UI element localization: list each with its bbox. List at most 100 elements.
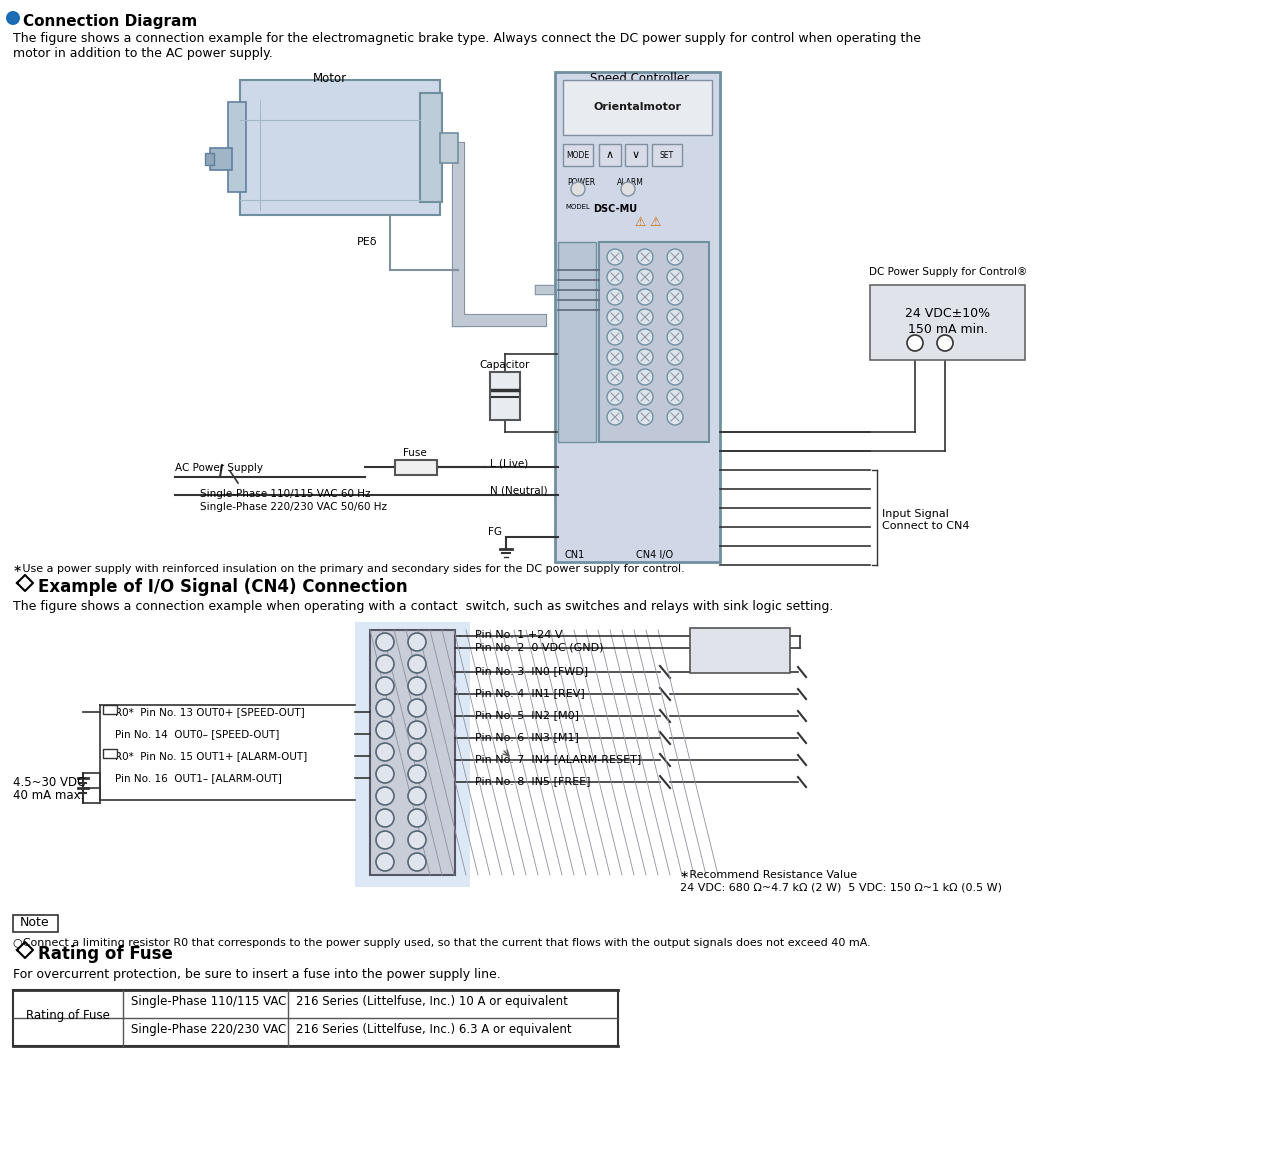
Text: Single-Phase 110/115 VAC: Single-Phase 110/115 VAC	[131, 996, 287, 1008]
Bar	[370, 630, 454, 875]
Bar	[370, 630, 454, 875]
Text: ⊐24 VDC±10%: ⊐24 VDC±10%	[695, 642, 785, 655]
Circle shape	[637, 329, 653, 345]
Circle shape	[376, 787, 394, 805]
Bar	[370, 630, 454, 875]
Text: R0*  Pin No. 15 OUT1+ [ALARM-OUT]: R0* Pin No. 15 OUT1+ [ALARM-OUT]	[115, 751, 307, 761]
Bar	[370, 630, 454, 875]
Bar	[870, 285, 1025, 361]
Circle shape	[637, 409, 653, 424]
Bar	[370, 630, 454, 875]
Circle shape	[667, 349, 684, 365]
Circle shape	[667, 388, 684, 405]
Bar	[652, 144, 682, 166]
Circle shape	[667, 409, 684, 424]
Circle shape	[607, 409, 623, 424]
Circle shape	[937, 335, 954, 351]
Bar	[205, 154, 214, 165]
Bar	[370, 630, 454, 875]
Text: ∗Recommend Resistance Value: ∗Recommend Resistance Value	[680, 870, 858, 880]
Circle shape	[667, 249, 684, 265]
Circle shape	[376, 655, 394, 673]
Text: Pin No. 5  IN2 [M0]: Pin No. 5 IN2 [M0]	[475, 709, 579, 720]
Bar	[370, 630, 454, 875]
Text: Fuse: Fuse	[403, 448, 426, 458]
Bar	[370, 630, 454, 875]
Bar	[370, 630, 454, 875]
Circle shape	[408, 832, 426, 849]
Text: Capacitor: Capacitor	[480, 361, 530, 370]
Text: motor in addition to the AC power supply.: motor in addition to the AC power supply…	[13, 47, 273, 60]
Bar	[355, 622, 470, 887]
Text: ⚠ ⚠: ⚠ ⚠	[635, 216, 662, 229]
Text: 4.5~30 VDC: 4.5~30 VDC	[13, 776, 86, 789]
Bar	[210, 148, 232, 170]
Text: Pin No. 1 +24 V: Pin No. 1 +24 V	[475, 630, 562, 640]
Bar	[599, 242, 709, 442]
Circle shape	[408, 721, 426, 739]
Circle shape	[408, 809, 426, 827]
Bar	[370, 630, 454, 875]
Circle shape	[408, 677, 426, 695]
Text: Motor: Motor	[312, 72, 347, 85]
Text: 150 mA min.: 150 mA min.	[908, 323, 988, 336]
Text: Single-Phase 220/230 VAC: Single-Phase 220/230 VAC	[131, 1023, 287, 1036]
Bar	[370, 630, 454, 875]
Circle shape	[408, 633, 426, 651]
Text: Speed Controller: Speed Controller	[590, 72, 690, 85]
Text: Connection Diagram: Connection Diagram	[23, 14, 197, 29]
Text: ALARM: ALARM	[617, 178, 644, 187]
Circle shape	[667, 288, 684, 305]
Circle shape	[376, 721, 394, 739]
Text: The figure shows a connection example when operating with a contact  switch, suc: The figure shows a connection example wh…	[13, 600, 833, 613]
Text: DSC-MU: DSC-MU	[593, 204, 637, 214]
Circle shape	[607, 269, 623, 285]
Bar	[370, 630, 454, 875]
Text: The figure shows a connection example for the electromagnetic brake type. Always: The figure shows a connection example fo…	[13, 33, 922, 45]
Bar	[396, 461, 436, 475]
Text: ⊖150 mA min.: ⊖150 mA min.	[698, 656, 782, 669]
Text: POWER: POWER	[567, 178, 595, 187]
Text: PEδ: PEδ	[357, 237, 378, 247]
Circle shape	[637, 388, 653, 405]
Text: ∧: ∧	[605, 150, 614, 160]
Text: Pin No. 8  IN5 [FREE]: Pin No. 8 IN5 [FREE]	[475, 776, 590, 786]
Circle shape	[376, 809, 394, 827]
Text: Pin No. 14  OUT0– [SPEED-OUT]: Pin No. 14 OUT0– [SPEED-OUT]	[115, 729, 279, 739]
Text: ○Connect a limiting resistor R0 that corresponds to the power supply used, so th: ○Connect a limiting resistor R0 that cor…	[13, 939, 870, 948]
Circle shape	[637, 349, 653, 365]
Circle shape	[607, 329, 623, 345]
Bar	[370, 630, 454, 875]
Bar	[102, 705, 116, 714]
Bar	[370, 630, 454, 875]
Bar	[370, 630, 454, 875]
Circle shape	[376, 832, 394, 849]
Text: Rating of Fuse: Rating of Fuse	[26, 1009, 110, 1022]
Bar	[102, 749, 116, 758]
Text: Example of I/O Signal (CN4) Connection: Example of I/O Signal (CN4) Connection	[38, 578, 407, 595]
Circle shape	[607, 249, 623, 265]
Text: Input Signal
Connect to CN4: Input Signal Connect to CN4	[882, 509, 969, 530]
Bar	[556, 72, 719, 562]
Text: Orientalmotor: Orientalmotor	[593, 102, 681, 112]
Text: 216 Series (Littelfuse, Inc.) 10 A or equivalent: 216 Series (Littelfuse, Inc.) 10 A or eq…	[296, 996, 568, 1008]
Bar	[370, 630, 454, 875]
Circle shape	[607, 288, 623, 305]
Text: −: −	[940, 336, 950, 350]
Text: R0*  Pin No. 13 OUT0+ [SPEED-OUT]: R0* Pin No. 13 OUT0+ [SPEED-OUT]	[115, 707, 305, 718]
Bar	[599, 144, 621, 166]
Bar	[558, 242, 596, 442]
Circle shape	[607, 369, 623, 385]
Text: MODEL: MODEL	[564, 204, 590, 211]
Text: Pin No. 3  IN0 [FWD]: Pin No. 3 IN0 [FWD]	[475, 666, 588, 676]
Text: Rating of Fuse: Rating of Fuse	[38, 946, 173, 963]
Bar	[625, 144, 646, 166]
Circle shape	[408, 699, 426, 718]
Circle shape	[637, 269, 653, 285]
Text: AC Power Supply: AC Power Supply	[175, 463, 262, 473]
Text: CN4 I/O: CN4 I/O	[636, 550, 673, 561]
Circle shape	[637, 249, 653, 265]
Text: Pin No. 4  IN1 [REV]: Pin No. 4 IN1 [REV]	[475, 688, 585, 698]
Circle shape	[908, 335, 923, 351]
Circle shape	[607, 309, 623, 324]
